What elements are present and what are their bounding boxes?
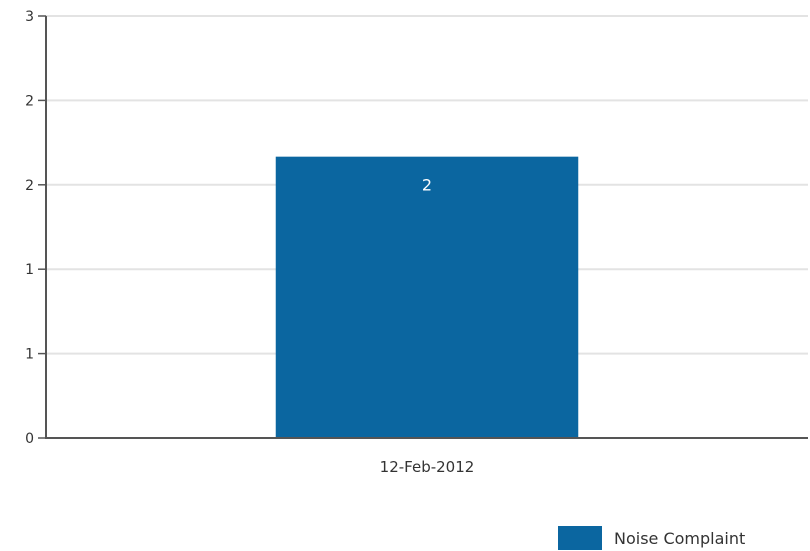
legend: Noise Complaint (558, 526, 745, 550)
y-tick-label: 0 (25, 431, 34, 447)
bar (275, 156, 579, 438)
y-tick-label: 1 (25, 347, 34, 363)
y-tick-label: 3 (25, 9, 34, 25)
y-tick-label: 2 (25, 93, 34, 109)
y-tick-label: 1 (25, 262, 34, 278)
bars: 2 (275, 156, 579, 438)
x-tick-label: 12-Feb-2012 (380, 458, 475, 476)
y-tick-label: 2 (25, 178, 34, 194)
legend-swatch (558, 526, 602, 550)
x-axis-ticks: 12-Feb-2012 (380, 458, 475, 476)
axes (45, 16, 808, 439)
data-label: 2 (422, 176, 432, 195)
y-axis-ticks: 0 1 1 2 2 3 (25, 9, 46, 447)
legend-label: Noise Complaint (614, 528, 746, 548)
